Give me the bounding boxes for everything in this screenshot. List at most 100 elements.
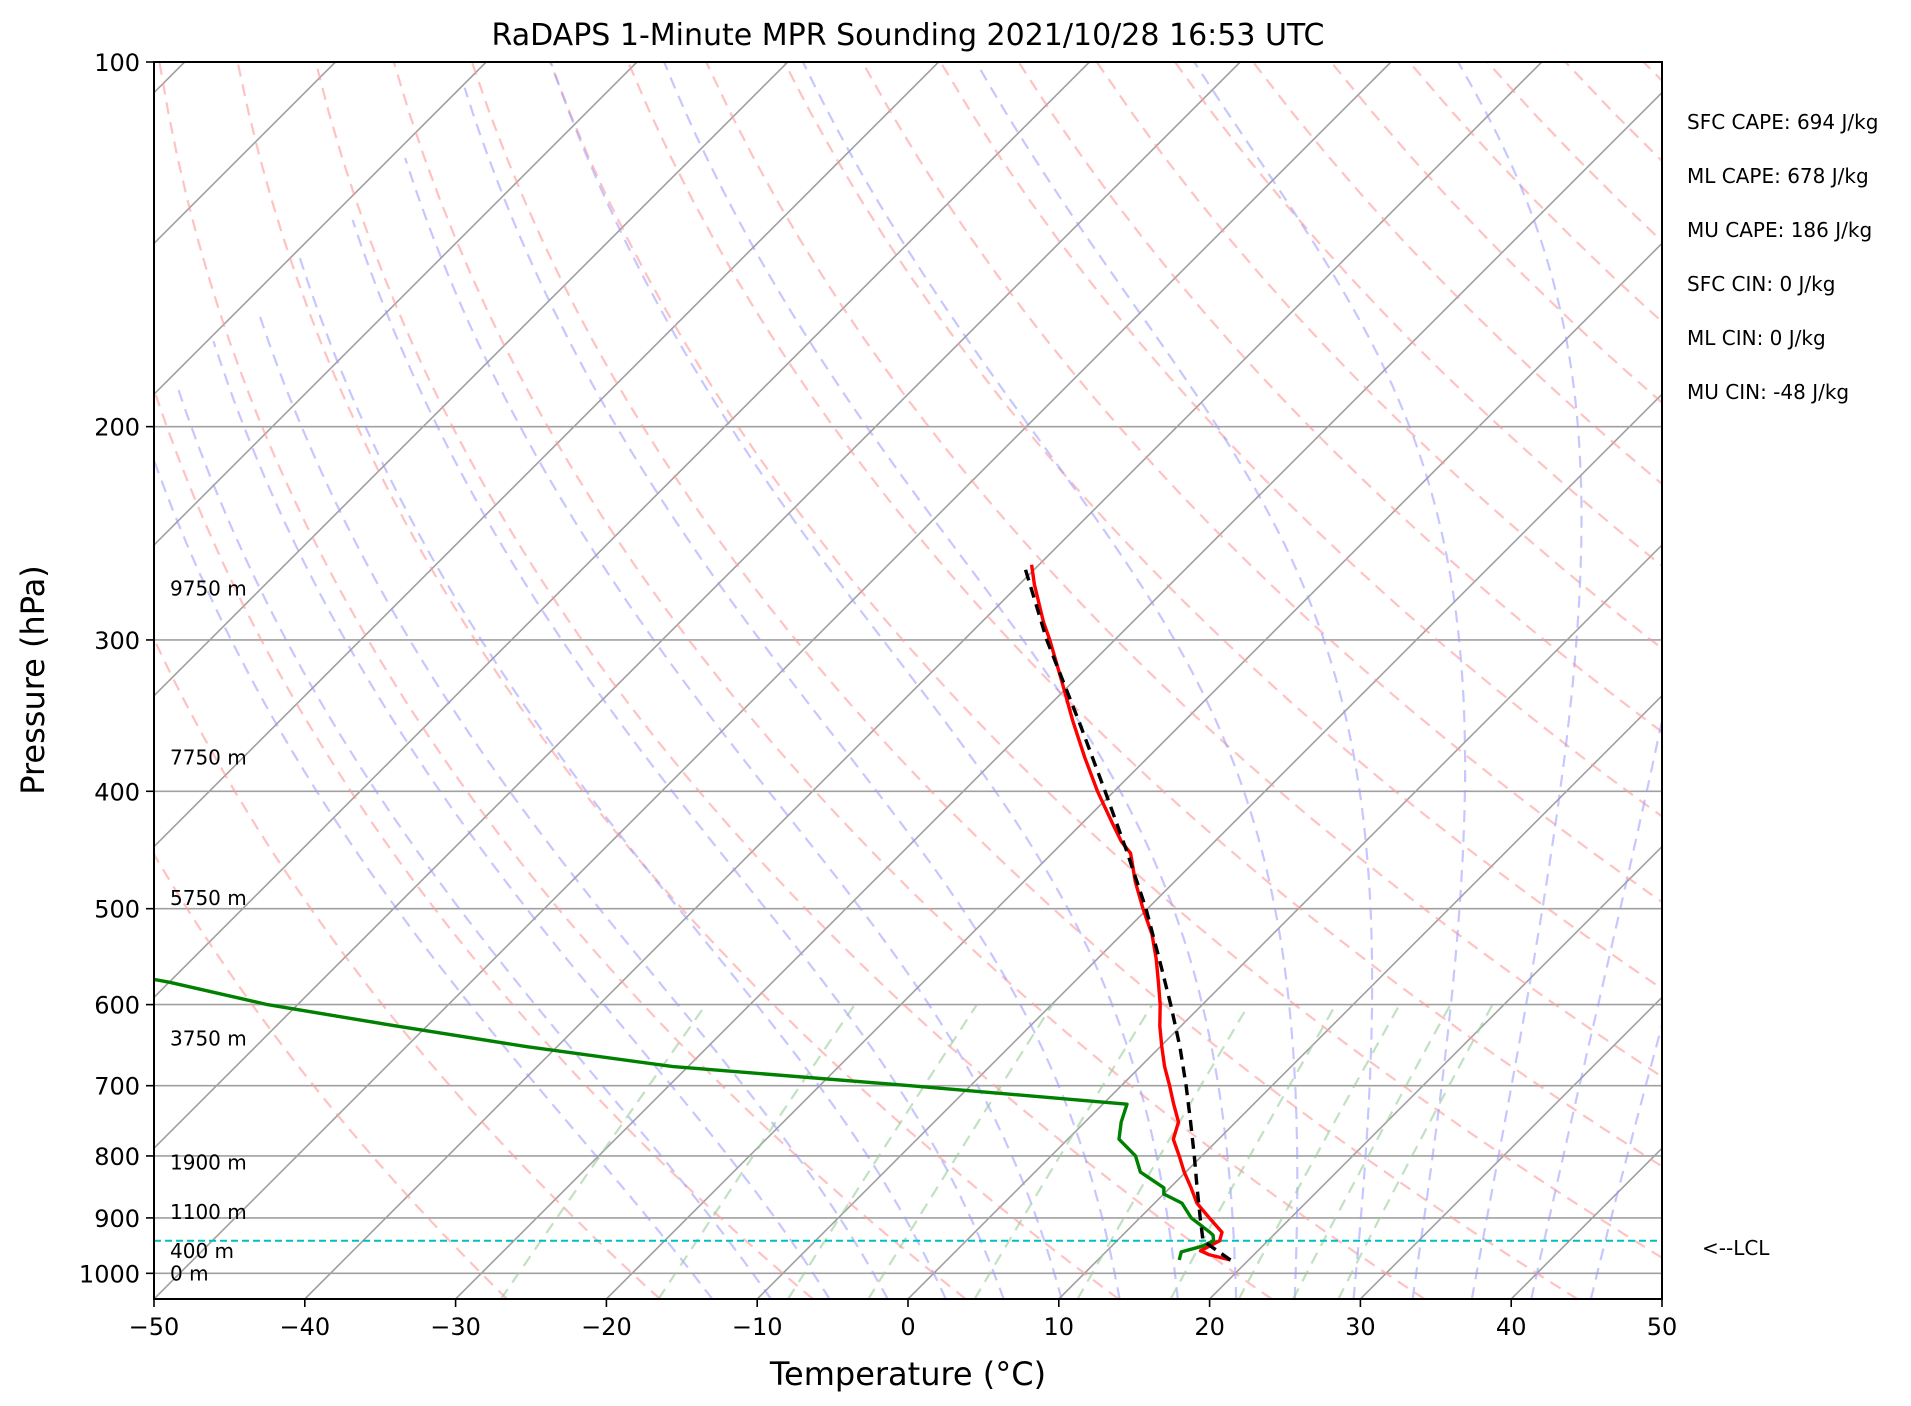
height-label: 9750 m xyxy=(170,576,247,600)
moist-adiabat xyxy=(351,219,1005,1299)
x-axis-ticks: −50 −40 −30 −20 −10 0 10 20 30 40 50 xyxy=(129,1299,1678,1341)
stability-indices: SFC CAPE: 694 J/kg ML CAPE: 678 J/kg MU CA… xyxy=(1687,110,1878,404)
x-tick-label: −30 xyxy=(430,1313,481,1341)
moist-adiabat xyxy=(463,87,1121,1299)
dry-adiabat xyxy=(783,62,1662,991)
y-tick-label: 800 xyxy=(94,1143,140,1171)
isotherm-line xyxy=(1209,845,1662,1299)
moist-adiabat xyxy=(212,340,831,1299)
mixing-ratio-line xyxy=(1076,1004,1250,1299)
moist-adiabat xyxy=(663,62,1238,1299)
stability-index-text: MU CAPE: 186 J/kg xyxy=(1687,218,1872,242)
mixing-ratio-line xyxy=(1292,1004,1452,1299)
moist-adiabat xyxy=(404,157,1063,1299)
y-tick-label: 700 xyxy=(94,1073,140,1101)
dry-adiabat xyxy=(705,62,1662,1079)
mixing-ratio-line xyxy=(1237,1004,1401,1299)
x-tick-label: 50 xyxy=(1647,1313,1678,1341)
y-tick-label: 300 xyxy=(94,627,140,655)
dry-adiabat xyxy=(548,62,1662,1259)
isotherm-line xyxy=(605,242,1662,1299)
x-tick-label: 10 xyxy=(1044,1313,1075,1341)
dry-adiabat xyxy=(392,62,1426,1299)
dry-adiabat xyxy=(1017,62,1662,734)
y-tick-label: 900 xyxy=(94,1205,140,1233)
x-tick-label: −20 xyxy=(581,1313,632,1341)
x-tick-label: 20 xyxy=(1194,1313,1225,1341)
x-tick-label: 40 xyxy=(1496,1313,1527,1341)
isotherm-line xyxy=(1058,694,1662,1299)
moist-adiabat xyxy=(298,257,947,1299)
mixing-ratio-line xyxy=(787,1003,978,1299)
moist-adiabat xyxy=(176,385,772,1299)
isotherm-line xyxy=(1359,996,1662,1299)
moist-adiabat xyxy=(549,62,1179,1299)
y-axis-label: Pressure (hPa) xyxy=(14,565,52,795)
moist-adiabat xyxy=(1530,715,1662,1299)
isotherm-line xyxy=(154,62,1090,999)
height-label: 1100 m xyxy=(170,1200,247,1224)
isotherm-line xyxy=(154,62,1241,1150)
stability-index-text: MU CIN: -48 J/kg xyxy=(1687,380,1849,404)
y-tick-label: 500 xyxy=(94,896,140,924)
dry-adiabat xyxy=(236,62,1120,1299)
x-tick-label: 0 xyxy=(900,1313,915,1341)
height-label: 5750 m xyxy=(170,886,247,910)
height-label: 3750 m xyxy=(170,1027,247,1051)
moist-adiabat xyxy=(1589,1020,1662,1299)
mixing-ratio-line xyxy=(867,1004,1054,1299)
moist-adiabat xyxy=(1193,62,1467,1299)
lcl-label: <--LCL xyxy=(1702,1236,1770,1260)
y-tick-label: 400 xyxy=(94,778,140,806)
height-label: 400 m xyxy=(170,1239,234,1263)
isotherm-line xyxy=(154,62,1392,1299)
x-tick-label: −50 xyxy=(129,1313,180,1341)
y-axis-ticks: 100 200 300 400 500 600 700 800 900 1000 xyxy=(79,49,154,1288)
isotherm-line xyxy=(154,62,940,848)
sounding-series xyxy=(154,564,1662,1262)
isotherm-line xyxy=(455,91,1662,1299)
stability-index-text: SFC CAPE: 694 J/kg xyxy=(1687,110,1878,134)
chart-title: RaDAPS 1-Minute MPR Sounding 2021/10/28 … xyxy=(492,18,1325,53)
mixing-ratio-line xyxy=(657,1003,856,1299)
x-axis-label: Temperature (°C) xyxy=(769,1355,1046,1393)
isotherm-line xyxy=(154,62,789,697)
stability-index-text: ML CIN: 0 J/kg xyxy=(1687,326,1826,350)
dry-adiabat xyxy=(939,62,1662,818)
isotherm-line xyxy=(304,62,1543,1299)
y-tick-label: 600 xyxy=(94,992,140,1020)
y-tick-label: 200 xyxy=(94,414,140,442)
dry-adiabat xyxy=(861,62,1662,904)
moist-adiabat xyxy=(802,62,1299,1299)
y-tick-label: 1000 xyxy=(79,1260,140,1288)
dry-adiabat xyxy=(154,636,661,1299)
isotherm-line xyxy=(907,543,1662,1299)
x-tick-label: −10 xyxy=(732,1313,783,1341)
temperature-line xyxy=(1029,564,1231,1262)
stability-index-text: SFC CIN: 0 J/kg xyxy=(1687,272,1835,296)
dry-adiabat xyxy=(154,852,508,1299)
height-label: 7750 m xyxy=(170,745,247,769)
mixing-ratio-line xyxy=(1169,1004,1337,1299)
y-tick-label: 100 xyxy=(94,49,140,77)
dry-adiabat xyxy=(158,62,967,1299)
stability-index-text: ML CAPE: 678 J/kg xyxy=(1687,164,1869,188)
x-tick-label: 30 xyxy=(1345,1313,1376,1341)
height-label: 0 m xyxy=(170,1261,209,1285)
height-label: 1900 m xyxy=(170,1150,247,1174)
dry-adiabat xyxy=(627,62,1662,1168)
moist-adiabat xyxy=(975,62,1374,1299)
background-lines xyxy=(154,62,1662,1299)
mixing-ratio-line xyxy=(973,1004,1154,1299)
mixing-ratio-line xyxy=(1337,1004,1494,1299)
moist-adiabat xyxy=(154,456,714,1299)
x-tick-label: −40 xyxy=(279,1313,330,1341)
isotherm-line xyxy=(154,62,487,396)
isotherm-line xyxy=(154,62,638,547)
moist-adiabat xyxy=(1457,62,1583,1299)
dewpoint-line xyxy=(154,977,1216,1261)
dry-adiabat xyxy=(314,62,1273,1299)
dry-adiabat xyxy=(470,62,1579,1299)
